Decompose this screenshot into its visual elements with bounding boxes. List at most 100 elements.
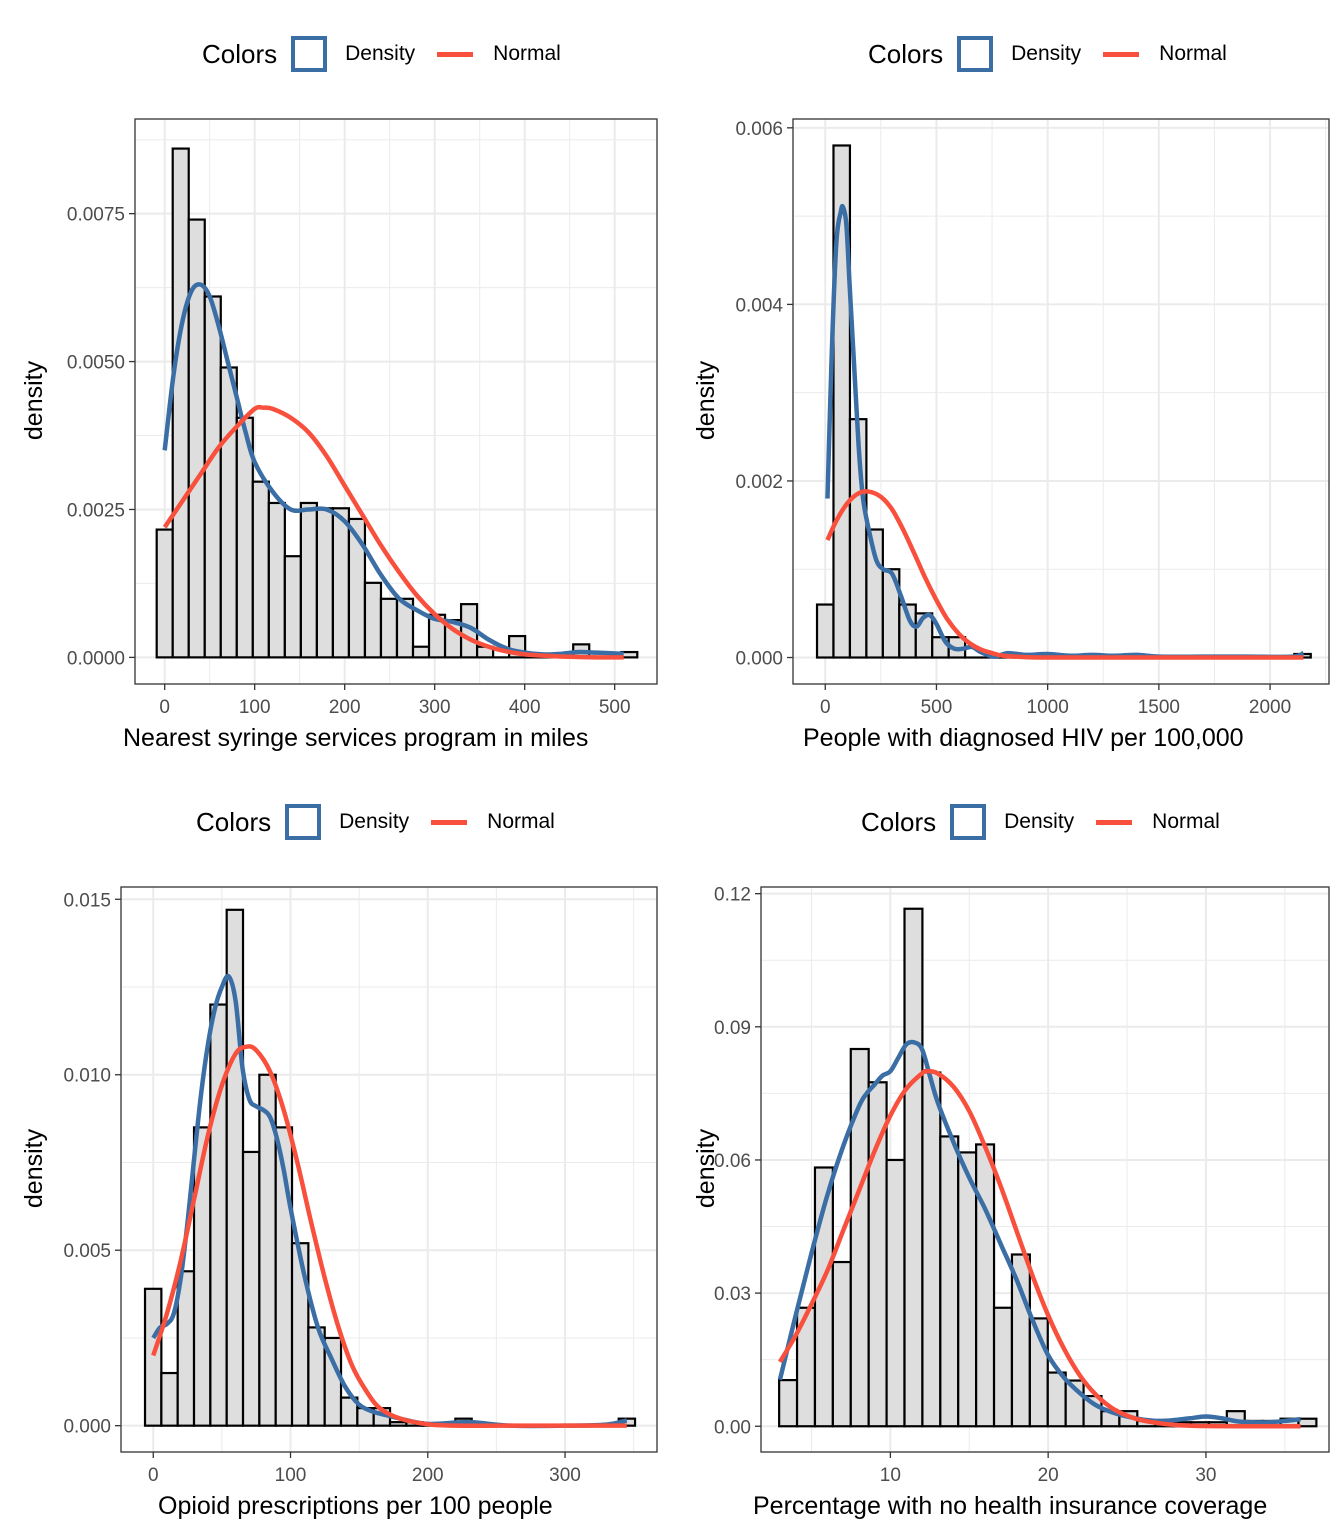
y-tick-label: 0.002 — [735, 472, 783, 493]
y-tick-label: 0.004 — [735, 295, 783, 316]
normal-curve — [151, 1044, 627, 1429]
y-tick-label: 0.010 — [63, 1066, 111, 1087]
y-axis-title: density — [20, 1128, 49, 1209]
histogram-bar — [315, 507, 335, 659]
plot-area: 0 100 200 300 0.000 0.005 0.010 0.015 — [63, 886, 658, 1486]
x-tick-label: 300 — [549, 1465, 581, 1486]
panel-opioid: Colors Density Normal 0 100 200 300 0.000 0.0… — [0, 768, 672, 1536]
y-tick-label: 0.015 — [63, 890, 111, 911]
x-axis-title: People with diagnosed HIV per 100,000 — [803, 724, 1244, 752]
histogram-bar — [143, 1287, 163, 1427]
x-tick-label: 400 — [509, 697, 541, 718]
density-curve — [825, 203, 1305, 660]
y-tick-label: 0.0050 — [67, 353, 125, 374]
histogram-bar — [939, 1135, 960, 1428]
y-tick-label: 0.0075 — [67, 205, 125, 226]
histogram-bar — [299, 501, 318, 659]
panel-border — [120, 886, 658, 1453]
normal-key-icon — [1096, 819, 1133, 825]
histogram-bar — [832, 144, 852, 659]
normal-curve — [777, 1068, 1301, 1429]
x-tick-label: 500 — [599, 697, 631, 718]
x-tick-label: 100 — [239, 697, 271, 718]
histogram-bar — [363, 581, 383, 659]
x-tick-label: 1500 — [1138, 697, 1180, 718]
histogram-bar — [267, 501, 286, 659]
histogram-bar — [160, 1371, 179, 1427]
legend-density-label: Density — [339, 810, 410, 833]
histogram-bar — [203, 295, 222, 659]
x-tick-label: 500 — [921, 697, 953, 718]
x-tick-label: 300 — [419, 697, 451, 718]
histogram-bar — [921, 1071, 942, 1428]
normal-curve — [162, 404, 624, 660]
density-key-icon — [950, 804, 987, 840]
y-tick-label: 0.0025 — [67, 500, 125, 521]
y-tick-label: 0.12 — [714, 885, 751, 906]
panel-border — [760, 886, 1330, 1453]
density-curve — [777, 1039, 1301, 1425]
histogram-bar — [209, 1003, 228, 1427]
histogram-bar — [155, 528, 174, 659]
y-tick-label: 0.06 — [714, 1151, 751, 1172]
plot-area: 0 500 1000 1500 2000 0.000 0.002 0.004 0.006 — [735, 118, 1330, 718]
legend-normal-label: Normal — [1159, 42, 1227, 65]
legend-density-label: Density — [1004, 810, 1075, 833]
panel-insurance: Colors Density Normal 10 20 30 0.00 0.03 0.06… — [672, 768, 1344, 1536]
y-tick-label: 0.09 — [714, 1018, 751, 1039]
y-tick-label: 0.006 — [735, 119, 783, 140]
panel-border — [792, 118, 1330, 685]
histogram-bar — [975, 1143, 996, 1428]
x-tick-label: 20 — [1038, 1465, 1059, 1486]
legend-normal-label: Normal — [493, 42, 561, 65]
histogram-bar — [331, 507, 351, 659]
y-tick-label: 0.0000 — [67, 648, 125, 669]
histogram-bar — [251, 480, 270, 659]
y-tick-label: 0.00 — [714, 1417, 751, 1438]
x-tick-label: 1000 — [1027, 697, 1069, 718]
x-tick-label: 100 — [275, 1465, 307, 1486]
histogram-bar — [241, 1150, 261, 1427]
y-axis-title: density — [692, 1128, 721, 1209]
legend: Colors Density Normal — [868, 34, 1227, 74]
normal-key-icon — [431, 819, 468, 825]
histogram-bar — [885, 1158, 906, 1428]
x-tick-label: 200 — [329, 697, 361, 718]
y-axis-title: density — [20, 360, 49, 441]
x-axis-title: Percentage with no health insurance cove… — [753, 1492, 1268, 1520]
histogram-bar — [283, 555, 302, 659]
normal-key-icon — [1103, 51, 1140, 57]
histogram-bar — [192, 1126, 212, 1427]
x-tick-label: 30 — [1195, 1465, 1216, 1486]
histogram-bar — [219, 366, 238, 659]
x-axis-title: Opioid prescriptions per 100 people — [158, 1492, 553, 1520]
plot-area: 10 20 30 0.00 0.03 0.06 0.09 0.12 — [714, 885, 1330, 1486]
histogram-bar — [778, 1378, 799, 1428]
panel-hiv: Colors Density Normal 0 500 1000 1500 2000 0.… — [672, 0, 1344, 768]
x-tick-label: 2000 — [1249, 697, 1291, 718]
histogram-bar — [171, 147, 190, 659]
density-key-icon — [957, 36, 994, 72]
legend-title: Colors — [202, 38, 278, 69]
y-tick-label: 0.005 — [63, 1241, 111, 1262]
x-tick-label: 200 — [412, 1465, 444, 1486]
legend-title: Colors — [868, 38, 944, 69]
legend: Colors Density Normal — [861, 802, 1220, 842]
y-tick-label: 0.000 — [63, 1417, 111, 1438]
histogram-bar — [957, 1151, 978, 1428]
histogram-bar — [1046, 1371, 1067, 1428]
panel-border — [134, 118, 658, 685]
histogram-bar — [290, 1242, 310, 1427]
normal-key-icon — [437, 51, 474, 57]
panel-syringe: Colors Density Normal 0 100 200 300 400 500 0.… — [0, 0, 672, 768]
x-tick-label: 10 — [880, 1465, 901, 1486]
legend-density-label: Density — [1011, 42, 1082, 65]
y-axis-title: density — [692, 360, 721, 441]
legend-title: Colors — [196, 806, 272, 837]
histogram-bar — [395, 597, 415, 659]
histogram-bar — [903, 907, 924, 1428]
x-tick-label: 0 — [159, 697, 170, 718]
x-axis-title: Nearest syringe services program in mile… — [123, 724, 589, 752]
x-tick-label: 0 — [148, 1465, 159, 1486]
legend: Colors Density Normal — [196, 802, 555, 842]
